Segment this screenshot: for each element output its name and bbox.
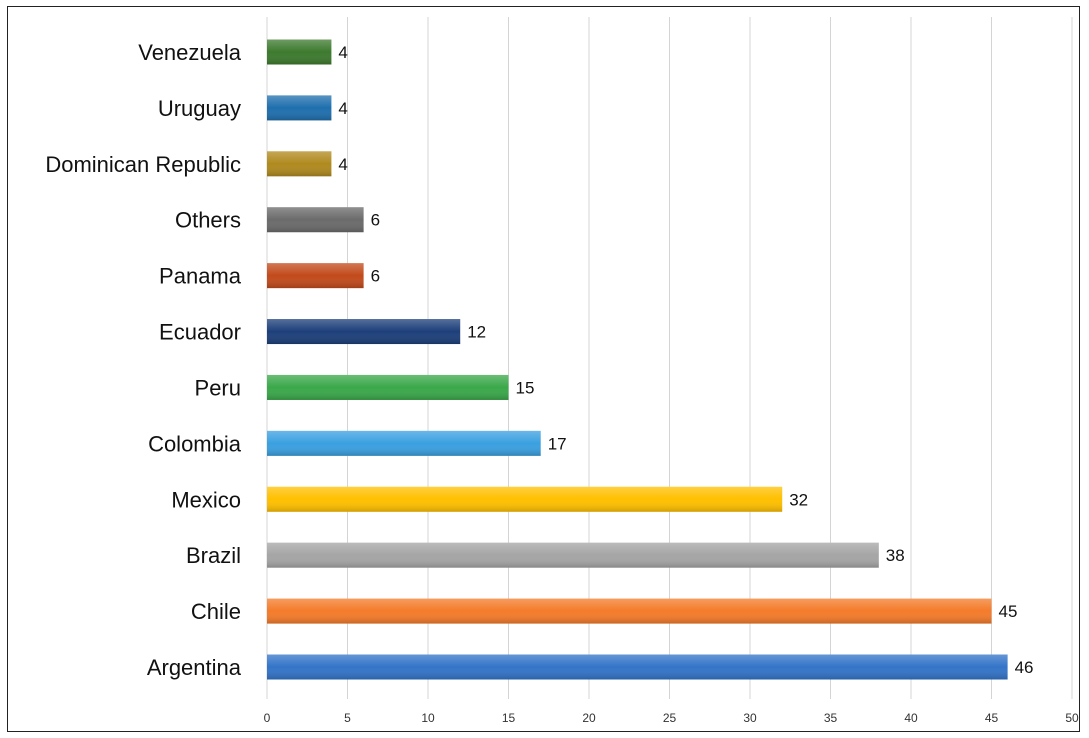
category-labels: Venezuela Uruguay Dominican Republic Others… [45,40,241,680]
bar-shading [267,95,332,121]
x-tick-label: 25 [663,711,677,725]
category-label: Ecuador [159,320,241,345]
bar-ecuador [267,319,461,345]
gridlines [266,17,1073,699]
data-label: 46 [1015,658,1034,677]
bar-chart: Venezuela Uruguay Dominican Republic Others… [45,17,1079,725]
category-label: Mexico [171,487,241,512]
bar-shading [267,542,879,568]
bar-peru [267,374,509,400]
bar-shading [267,151,332,177]
bar-mexico [267,486,783,512]
chart-frame: Venezuela Uruguay Dominican Republic Others… [7,6,1080,732]
bar-shading [267,486,783,512]
x-tick-label: 5 [344,711,351,725]
x-tick-label: 35 [824,711,838,725]
data-label: 12 [467,323,486,342]
x-tick-label: 0 [264,711,271,725]
bar-shading [267,654,1008,680]
x-tick-label: 45 [985,711,999,725]
x-tick-label: 40 [904,711,918,725]
bar-shading [267,207,364,233]
bar-uruguay [267,95,332,121]
category-label: Chile [191,599,241,624]
category-label: Dominican Republic [45,152,241,177]
bar-shading [267,598,992,624]
data-label: 15 [516,378,535,397]
x-tick-label: 20 [582,711,596,725]
bar-venezuela [267,39,332,65]
category-label: Colombia [148,431,242,456]
bar-others [267,207,364,233]
bar-shading [267,263,364,289]
data-label: 4 [338,99,347,118]
category-label: Brazil [186,543,241,568]
data-label: 4 [338,43,347,62]
category-label: Uruguay [158,96,241,121]
category-label: Panama [159,264,242,289]
data-label: 45 [999,602,1018,621]
data-label: 17 [548,434,567,453]
data-label: 38 [886,546,905,565]
data-label: 6 [371,267,380,286]
category-label: Others [175,208,241,233]
bar-chile [267,598,992,624]
data-label: 6 [371,211,380,230]
data-label: 4 [338,155,347,174]
bar-shading [267,319,461,345]
bar-shading [267,430,541,456]
x-tick-label: 30 [743,711,757,725]
bars [267,39,1008,680]
bar-shading [267,374,509,400]
bar-colombia [267,430,541,456]
x-axis-ticks: 0 5 10 15 20 25 30 35 40 45 50 [264,711,1079,725]
bar-brazil [267,542,879,568]
category-label: Venezuela [138,40,242,65]
bar-dominican-republic [267,151,332,177]
x-tick-label: 15 [502,711,516,725]
category-label: Peru [195,375,241,400]
category-label: Argentina [147,655,242,680]
bar-panama [267,263,364,289]
bar-shading [267,39,332,65]
bar-argentina [267,654,1008,680]
x-tick-label: 50 [1065,711,1079,725]
data-label: 32 [789,490,808,509]
x-tick-label: 10 [421,711,435,725]
